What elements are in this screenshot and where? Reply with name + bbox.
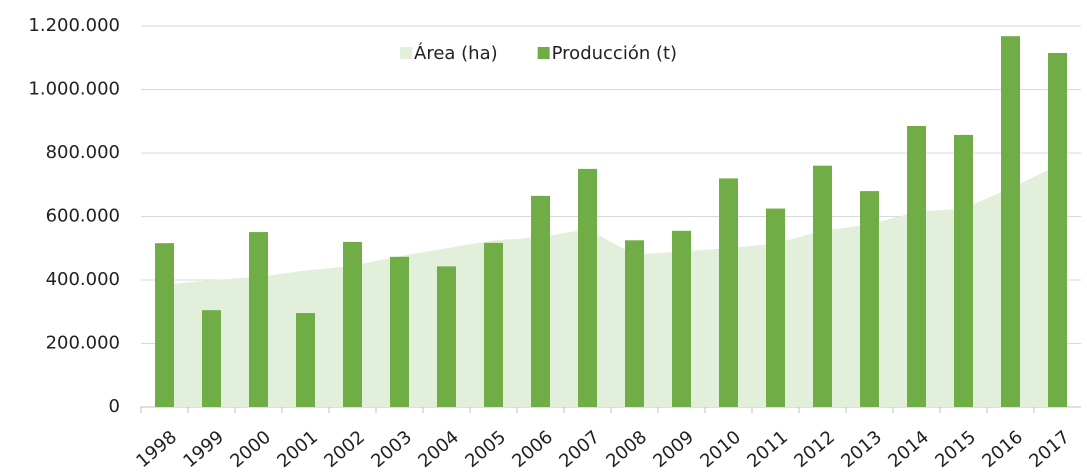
- bar: [813, 165, 832, 407]
- area: [164, 165, 1058, 407]
- x-tick-label: 2008: [602, 427, 651, 472]
- bar: [202, 310, 221, 407]
- bar: [437, 266, 456, 407]
- x-tick-label: 2005: [461, 427, 510, 472]
- bar: [531, 195, 550, 407]
- x-tick-label: 2013: [837, 427, 886, 472]
- x-tick-label: 2006: [508, 427, 557, 472]
- bar: [484, 242, 503, 407]
- bar: [672, 230, 691, 407]
- x-tick-label: 2017: [1025, 427, 1074, 472]
- x-tick-label: 2016: [978, 427, 1027, 472]
- x-tick-label: 2001: [273, 427, 322, 472]
- y-tick-label: 400.000: [46, 269, 120, 290]
- bar: [625, 240, 644, 407]
- bar: [390, 256, 409, 407]
- y-tick-label: 800.000: [46, 142, 120, 163]
- legend-label: Área (ha): [414, 42, 498, 64]
- y-tick-label: 200.000: [46, 333, 120, 354]
- x-tick-label: 2012: [790, 427, 839, 472]
- y-tick-label: 1.000.000: [28, 79, 120, 100]
- x-tick-label: 2014: [884, 427, 933, 472]
- bar: [249, 232, 268, 407]
- legend-swatch: [400, 47, 412, 59]
- bar: [296, 313, 315, 407]
- x-tick-label: 1999: [179, 427, 228, 472]
- bar: [860, 191, 879, 407]
- x-tick-label: 2007: [555, 427, 604, 472]
- bar: [954, 134, 973, 407]
- bar: [907, 126, 926, 407]
- bar: [719, 178, 738, 407]
- y-tick-label: 1.200.000: [28, 15, 120, 36]
- x-tick-label: 2000: [226, 427, 275, 472]
- bar: [578, 168, 597, 407]
- legend-swatch: [537, 47, 550, 59]
- x-tick-label: 1998: [132, 427, 181, 472]
- y-tick-label: 0: [109, 396, 120, 417]
- bar: [343, 241, 362, 407]
- bar: [1048, 52, 1067, 408]
- x-tick-label: 2010: [696, 427, 745, 472]
- x-tick-label: 2015: [931, 427, 980, 472]
- y-tick-label: 600.000: [46, 206, 120, 227]
- bar: [155, 243, 174, 407]
- bar: [766, 208, 785, 407]
- bar: [1001, 36, 1020, 407]
- x-tick-label: 2011: [743, 427, 792, 472]
- legend-label: Producción (t): [552, 43, 677, 64]
- x-tick-label: 2003: [367, 427, 416, 472]
- x-tick-label: 2002: [320, 427, 369, 472]
- x-tick-label: 2004: [414, 427, 463, 472]
- x-tick-label: 2009: [649, 427, 698, 472]
